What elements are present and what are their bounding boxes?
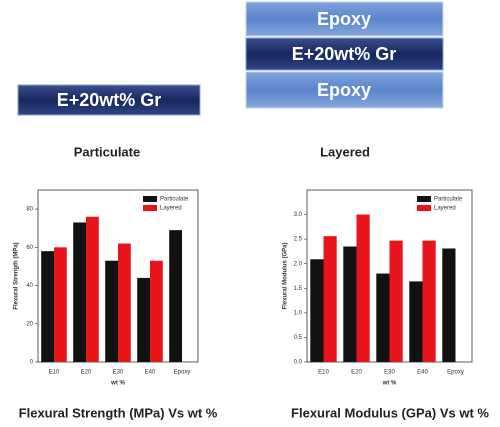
diagram-label: Particulate	[74, 144, 140, 159]
bar	[73, 222, 86, 362]
bar	[356, 214, 370, 362]
y-tick-label: 40	[26, 283, 33, 289]
y-axis-label: Flexural Strength (MPa)	[14, 242, 20, 309]
bar	[343, 246, 357, 362]
y-tick-label: 3.0	[294, 212, 303, 218]
legend-swatch	[417, 196, 431, 202]
x-axis-label: wt %	[382, 381, 397, 387]
y-tick-label: 0.5	[294, 335, 303, 341]
x-tick-label: E10	[49, 370, 60, 376]
particulate-block	[17, 84, 201, 116]
y-axis-label: Flexural Modulus (GPa)	[283, 242, 289, 309]
y-tick-label: 2.0	[294, 261, 303, 267]
layer-block	[245, 37, 444, 71]
legend-swatch	[143, 205, 157, 211]
block-label: Epoxy	[317, 9, 371, 29]
legend-label: Layered	[160, 206, 182, 212]
y-tick-label: 1.0	[294, 310, 303, 316]
legend-label: Particulate	[160, 197, 189, 203]
bar	[442, 248, 456, 362]
x-axis-label: wt %	[110, 381, 125, 387]
legend-swatch	[417, 205, 431, 211]
chart-caption: Flexural Modulus (GPa) Vs wt %	[291, 405, 489, 420]
layer-block	[245, 71, 444, 109]
legend-label: Layered	[434, 206, 456, 212]
y-tick-label: 0	[30, 360, 34, 366]
bar	[41, 251, 54, 362]
y-tick-label: 1.5	[294, 286, 303, 292]
x-tick-label: E30	[384, 370, 395, 376]
block-label: E+20wt% Gr	[57, 90, 162, 110]
chart-caption: Flexural Strength (MPa) Vs wt %	[19, 405, 218, 420]
legend-swatch	[143, 196, 157, 202]
bar	[118, 243, 131, 362]
x-tick-label: E40	[417, 370, 428, 376]
bar	[422, 240, 436, 362]
bar	[150, 260, 163, 362]
bar	[105, 260, 118, 362]
bar	[54, 247, 67, 362]
bar	[169, 230, 182, 362]
y-tick-label: 80	[26, 207, 33, 213]
y-tick-label: 20	[26, 321, 33, 327]
bar	[389, 240, 403, 362]
legend-label: Particulate	[434, 197, 463, 203]
x-tick-label: Epoxy	[174, 370, 191, 376]
y-tick-label: 2.5	[294, 237, 303, 243]
block-label: E+20wt% Gr	[292, 44, 397, 64]
x-tick-label: E30	[113, 370, 124, 376]
x-tick-label: Epoxy	[447, 370, 464, 376]
y-tick-label: 60	[26, 245, 33, 251]
bar	[376, 273, 390, 362]
bar	[137, 277, 150, 362]
layer-block	[245, 1, 444, 37]
x-tick-label: E10	[318, 370, 329, 376]
bar	[86, 216, 99, 362]
x-tick-label: E40	[145, 370, 156, 376]
diagram-label: Layered	[320, 144, 370, 159]
x-tick-label: E20	[351, 370, 362, 376]
block-label: Epoxy	[317, 80, 371, 100]
bar	[310, 259, 324, 362]
bar	[323, 236, 337, 362]
y-tick-label: 0.0	[294, 360, 303, 366]
x-tick-label: E20	[81, 370, 92, 376]
bar	[409, 281, 423, 362]
